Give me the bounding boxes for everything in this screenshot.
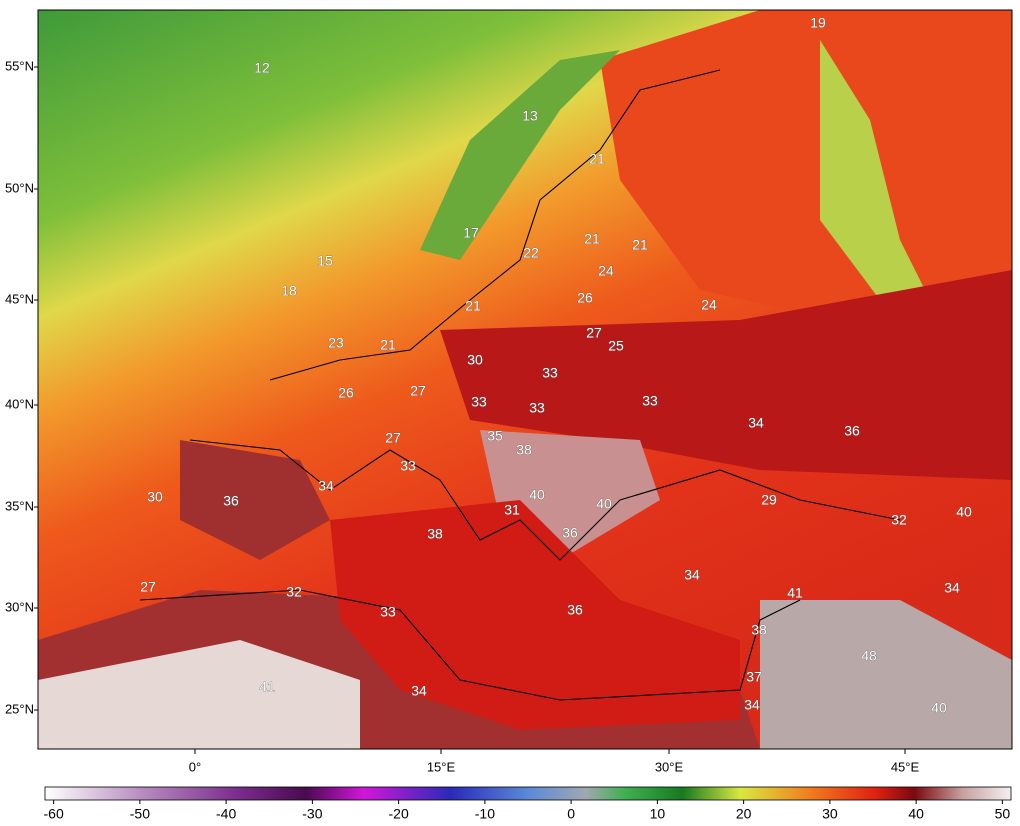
- temperature-label: 40: [956, 504, 972, 520]
- temperature-label: 38: [751, 622, 767, 638]
- temperature-label: 33: [380, 604, 396, 620]
- temperature-label: 31: [504, 502, 520, 518]
- colorbar-tick-label: 20: [736, 806, 752, 822]
- temperature-label: 34: [684, 567, 700, 583]
- temperature-label: 21: [465, 298, 481, 314]
- lat-label: 35°N: [5, 498, 34, 513]
- temperature-label: 23: [328, 335, 344, 351]
- temperature-label: 37: [746, 669, 762, 685]
- lat-label: 45°N: [5, 291, 34, 306]
- temperature-label: 26: [338, 385, 354, 401]
- colorbar-tick-label: -60: [44, 806, 64, 822]
- lat-label: 25°N: [5, 701, 34, 716]
- map-field: [38, 10, 1012, 749]
- temperature-label: 34: [411, 683, 427, 699]
- temperature-label: 30: [467, 352, 483, 368]
- temperature-label: 24: [701, 297, 717, 313]
- temperature-label: 34: [744, 697, 760, 713]
- temperature-label: 18: [281, 283, 297, 299]
- temperature-label: 36: [562, 525, 578, 541]
- temperature-label: 29: [761, 492, 777, 508]
- temperature-label: 17: [463, 225, 479, 241]
- temperature-label: 30: [147, 489, 163, 505]
- temperature-label: 34: [944, 580, 960, 596]
- temperature-label: 41: [787, 585, 803, 601]
- temperature-label: 33: [471, 394, 487, 410]
- lon-label: 15°E: [427, 759, 456, 774]
- colorbar-tick-label: -40: [216, 806, 236, 822]
- temperature-label: 27: [385, 430, 401, 446]
- temperature-label: 36: [567, 602, 583, 618]
- temperature-label: 25: [608, 338, 624, 354]
- temperature-label: 27: [410, 383, 426, 399]
- temperature-label: 33: [642, 393, 658, 409]
- temperature-label: 19: [810, 15, 826, 31]
- colorbar-tick-label: 10: [650, 806, 666, 822]
- colorbar-tick-label: -10: [475, 806, 495, 822]
- colorbar: [44, 786, 1012, 801]
- lon-label: 45°E: [891, 759, 920, 774]
- colorbar-tick-label: -30: [302, 806, 322, 822]
- temperature-label: 38: [516, 442, 532, 458]
- colorbar-tick-label: 0: [567, 806, 575, 822]
- temperature-label: 38: [427, 526, 443, 542]
- temperature-label: 33: [542, 365, 558, 381]
- temperature-label: 33: [400, 458, 416, 474]
- temperature-label: 21: [632, 237, 648, 253]
- temperature-label: 34: [748, 415, 764, 431]
- temperature-label: 21: [380, 337, 396, 353]
- temperature-label: 21: [589, 151, 605, 167]
- temperature-label: 32: [891, 512, 907, 528]
- temperature-label: 26: [577, 290, 593, 306]
- lat-label: 30°N: [5, 599, 34, 614]
- lat-label: 55°N: [5, 58, 34, 73]
- temperature-label: 48: [861, 648, 877, 664]
- temperature-label: 24: [598, 263, 614, 279]
- lat-label: 40°N: [5, 396, 34, 411]
- temperature-label: 41: [259, 679, 275, 695]
- temperature-label: 36: [223, 493, 239, 509]
- temperature-label: 33: [529, 400, 545, 416]
- temperature-label: 40: [596, 496, 612, 512]
- temperature-label: 40: [931, 700, 947, 716]
- temperature-label: 35: [487, 428, 503, 444]
- temperature-label: 32: [286, 584, 302, 600]
- colorbar-tick-label: 40: [908, 806, 924, 822]
- temperature-label: 27: [586, 325, 602, 341]
- lon-label: 30°E: [655, 759, 684, 774]
- temperature-label: 21: [584, 231, 600, 247]
- colorbar-tick-label: -20: [389, 806, 409, 822]
- temperature-label: 15: [317, 253, 333, 269]
- temperature-label: 27: [140, 579, 156, 595]
- temperature-label: 34: [318, 478, 334, 494]
- temperature-label: 40: [529, 487, 545, 503]
- colorbar-tick-label: 50: [995, 806, 1011, 822]
- colorbar-tick-label: 30: [822, 806, 838, 822]
- temperature-label: 13: [522, 108, 538, 124]
- colorbar-tick-label: -50: [130, 806, 150, 822]
- temperature-label: 12: [254, 60, 270, 76]
- temperature-label: 36: [844, 423, 860, 439]
- lat-label: 50°N: [5, 180, 34, 195]
- map-frame: [37, 9, 1013, 750]
- temperature-label: 22: [523, 245, 539, 261]
- lon-label: 0°: [189, 759, 201, 774]
